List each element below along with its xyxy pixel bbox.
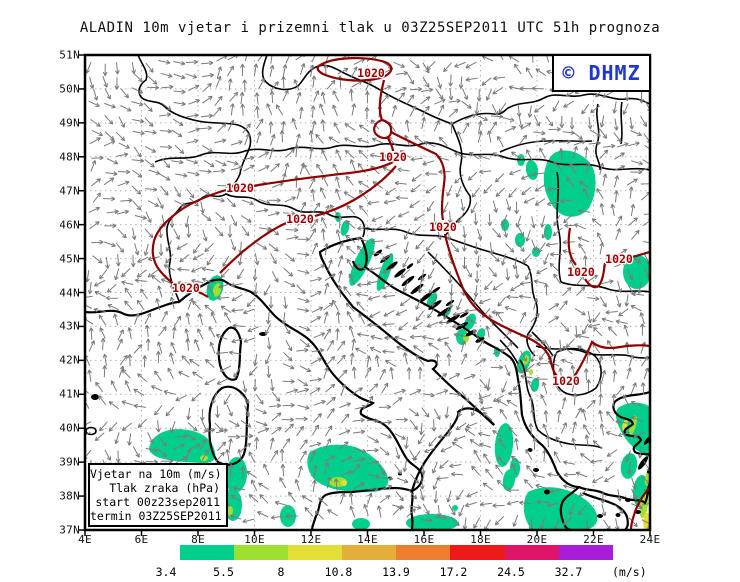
lat-axis-label: 40N [59, 421, 80, 435]
lon-axis-label: 14E [357, 533, 378, 546]
info-line: termin 03Z25SEP2011 [90, 509, 222, 523]
isobar-label: 1020 [605, 252, 633, 266]
lat-axis-label: 43N [59, 319, 80, 333]
lat-axis-label: 45N [59, 252, 80, 266]
lat-axis-label: 37N [59, 523, 80, 537]
lat-axis-label: 41N [59, 387, 80, 401]
lon-axis-label: 12E [300, 533, 322, 546]
lon-axis-label: 20E [526, 533, 548, 546]
lat-axis-label: 42N [59, 353, 80, 367]
lat-axis-label: 46N [59, 218, 80, 232]
lon-axis-label: 16E [413, 533, 435, 546]
lon-axis-label: 24E [639, 533, 661, 546]
lat-axis-label: 49N [59, 116, 80, 130]
colorbar-segment [180, 545, 235, 560]
colorbar-segment [234, 545, 289, 560]
isobar-label: 1020 [357, 66, 385, 80]
lon-axis-label: 18E [470, 533, 491, 546]
wind-speed-colorbar [180, 545, 613, 560]
lat-axis-label: 51N [59, 48, 80, 62]
isobar-label: 1020 [286, 212, 314, 226]
isobar-layer [151, 56, 650, 530]
isobar-label: 1020 [567, 265, 595, 279]
lat-axis-label: 47N [59, 184, 80, 198]
dhmz-watermark: © DHMZ [552, 56, 649, 92]
colorbar-tick-label: 5.5 [213, 565, 234, 579]
lon-axis-label: 8E [191, 533, 205, 546]
colorbar-tick-label: 13.9 [382, 565, 410, 579]
isobar-label: 1020 [429, 220, 457, 234]
colorbar-segment [342, 545, 397, 560]
lat-axis-label: 50N [59, 82, 80, 96]
isobar-label: 1020 [226, 181, 254, 195]
colorbar-segment [396, 545, 451, 560]
colorbar-tick-label: 32.7 [554, 565, 583, 579]
colorbar-segment [450, 545, 505, 560]
lat-axis-label: 44N [59, 286, 80, 299]
info-box: Vjetar na 10m (m/s) Tlak zraka (hPa) start… [88, 463, 228, 527]
colorbar-tick-label: 10.8 [324, 565, 353, 579]
colorbar-tick-label: 17.2 [439, 565, 468, 579]
lat-axis-label: 39N [59, 455, 80, 469]
info-line: start 00z23sep2011 [95, 495, 220, 509]
isobar-label: 1020 [552, 374, 580, 388]
map-inner: 1020 1020 1020 1020 1020 1020 1020 1020 1020 [85, 55, 650, 530]
lon-axis-label: 22E [583, 533, 604, 546]
coastlines-borders [85, 55, 650, 530]
colorbar-segment [288, 545, 343, 560]
colorbar-tick-label: 3.4 [155, 565, 177, 579]
lon-axis-label: 10E [244, 533, 265, 546]
colorbar-tick-label: 24.5 [497, 565, 525, 579]
colorbar-tick-label: 8 [277, 565, 285, 579]
map-title: ALADIN 10m vjetar i prizemni tlak u 03Z2… [79, 20, 661, 36]
colorbar-segment [504, 545, 559, 560]
info-line: Tlak zraka (hPa) [109, 481, 220, 495]
lat-axis-label: 48N [59, 150, 80, 164]
lon-axis-label: 4E [78, 533, 92, 546]
isobar-label: 1020 [379, 150, 407, 164]
info-line: Vjetar na 10m (m/s) [90, 467, 222, 481]
colorbar-unit-label: (m/s) [612, 565, 647, 579]
lon-axis-label: 6E [134, 533, 149, 546]
colorbar-segment [558, 545, 613, 560]
lat-axis-label: 38N [59, 489, 80, 503]
isobar-label: 1020 [172, 281, 200, 295]
